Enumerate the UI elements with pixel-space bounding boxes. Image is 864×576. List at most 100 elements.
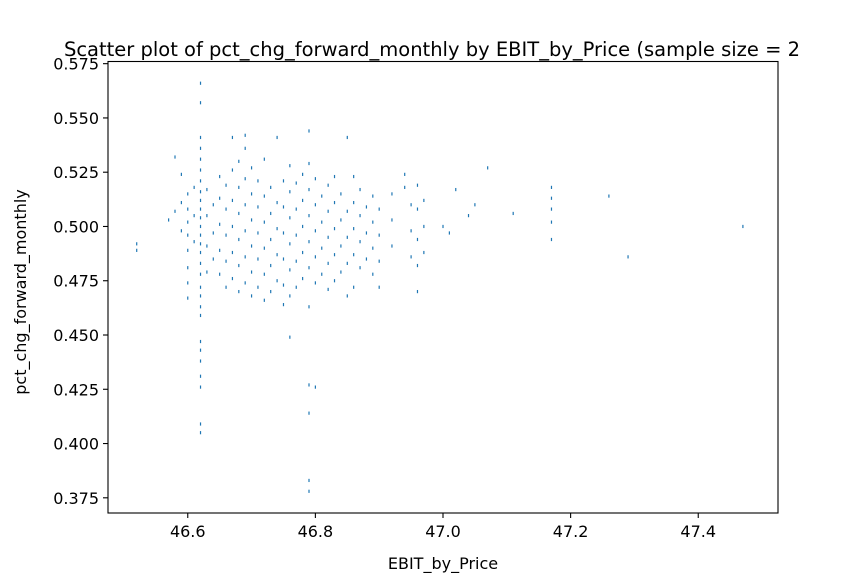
data-point: [212, 257, 214, 261]
data-point: [550, 237, 553, 242]
y-tick-label: 0.400: [53, 435, 99, 454]
data-point: [550, 185, 553, 189]
data-point: [263, 272, 265, 276]
data-point: [199, 198, 202, 203]
data-point: [455, 187, 457, 192]
data-point: [199, 146, 202, 150]
data-point: [238, 289, 240, 294]
data-point: [282, 231, 285, 235]
data-point: [244, 229, 246, 233]
data-point: [231, 224, 234, 229]
y-tick-label: 0.575: [53, 55, 99, 74]
data-point: [282, 283, 285, 287]
data-point: [276, 253, 278, 257]
data-point: [346, 261, 348, 265]
data-point: [193, 240, 195, 244]
data-point: [231, 276, 234, 281]
data-point: [238, 263, 240, 268]
data-point: [276, 227, 278, 231]
data-point: [270, 289, 272, 294]
x-tick-label: 47.2: [553, 522, 589, 541]
y-tick-label: 0.475: [53, 272, 99, 291]
data-point: [199, 190, 202, 194]
data-point: [250, 294, 253, 298]
x-axis-ticks: 46.6 46.8 47.0 47.2 47.4: [170, 513, 716, 541]
data-point: [365, 231, 368, 235]
data-point: [219, 222, 221, 226]
data-point: [199, 101, 202, 105]
data-point: [257, 231, 259, 235]
y-tick-label: 0.550: [53, 109, 99, 128]
data-point: [206, 244, 208, 248]
data-point: [199, 224, 202, 229]
data-point: [231, 198, 234, 203]
data-point: [250, 166, 253, 170]
data-point: [327, 235, 329, 239]
y-axis-label: pct_chg_forward_monthly: [11, 189, 31, 395]
data-point: [327, 183, 329, 187]
data-point: [231, 168, 234, 172]
data-point: [199, 233, 202, 237]
data-point: [308, 305, 310, 309]
data-point: [346, 294, 348, 298]
data-point: [302, 250, 304, 255]
data-point: [282, 257, 285, 261]
data-point: [608, 194, 610, 198]
data-point: [136, 248, 138, 252]
data-point: [391, 244, 393, 248]
data-point: [391, 192, 393, 196]
data-point: [187, 266, 189, 270]
data-point: [199, 285, 202, 289]
data-point: [353, 253, 355, 257]
data-point: [187, 248, 189, 252]
data-point: [187, 207, 189, 211]
data-point: [333, 200, 336, 205]
data-point: [353, 227, 355, 231]
data-point: [270, 237, 272, 242]
data-point: [308, 266, 310, 270]
data-point: [308, 129, 310, 133]
data-point: [289, 242, 291, 246]
data-point: [174, 209, 176, 213]
data-point: [742, 224, 744, 229]
data-point: [238, 159, 240, 163]
data-point: [231, 135, 234, 140]
data-point: [404, 172, 406, 176]
data-point: [550, 220, 553, 224]
data-point: [378, 233, 380, 237]
data-point: [199, 242, 202, 246]
data-point: [487, 166, 489, 170]
data-point: [365, 205, 368, 209]
data-point: [416, 207, 419, 211]
data-point: [442, 224, 444, 229]
data-point: [327, 287, 329, 292]
data-point: [512, 211, 514, 216]
data-point: [353, 285, 355, 289]
data-point: [314, 255, 316, 259]
data-point: [423, 198, 425, 203]
data-point: [187, 281, 189, 285]
data-point: [199, 431, 202, 435]
data-point: [238, 185, 240, 189]
data-point: [289, 268, 291, 272]
data-point: [238, 211, 240, 216]
data-point: [199, 179, 202, 183]
data-point: [199, 313, 202, 318]
data-point: [263, 220, 265, 224]
data-point: [416, 289, 419, 294]
data-point: [308, 214, 310, 218]
data-point: [206, 214, 208, 218]
data-point: [333, 253, 336, 257]
data-point: [225, 183, 227, 187]
data-point: [378, 207, 380, 211]
x-tick-label: 46.6: [170, 522, 206, 541]
data-point: [302, 224, 304, 229]
data-point: [199, 359, 202, 363]
data-point: [314, 177, 316, 181]
data-point: [302, 276, 304, 281]
data-point: [219, 196, 221, 200]
data-point: [263, 157, 265, 161]
y-tick-label: 0.500: [53, 217, 99, 236]
data-point: [289, 190, 291, 194]
